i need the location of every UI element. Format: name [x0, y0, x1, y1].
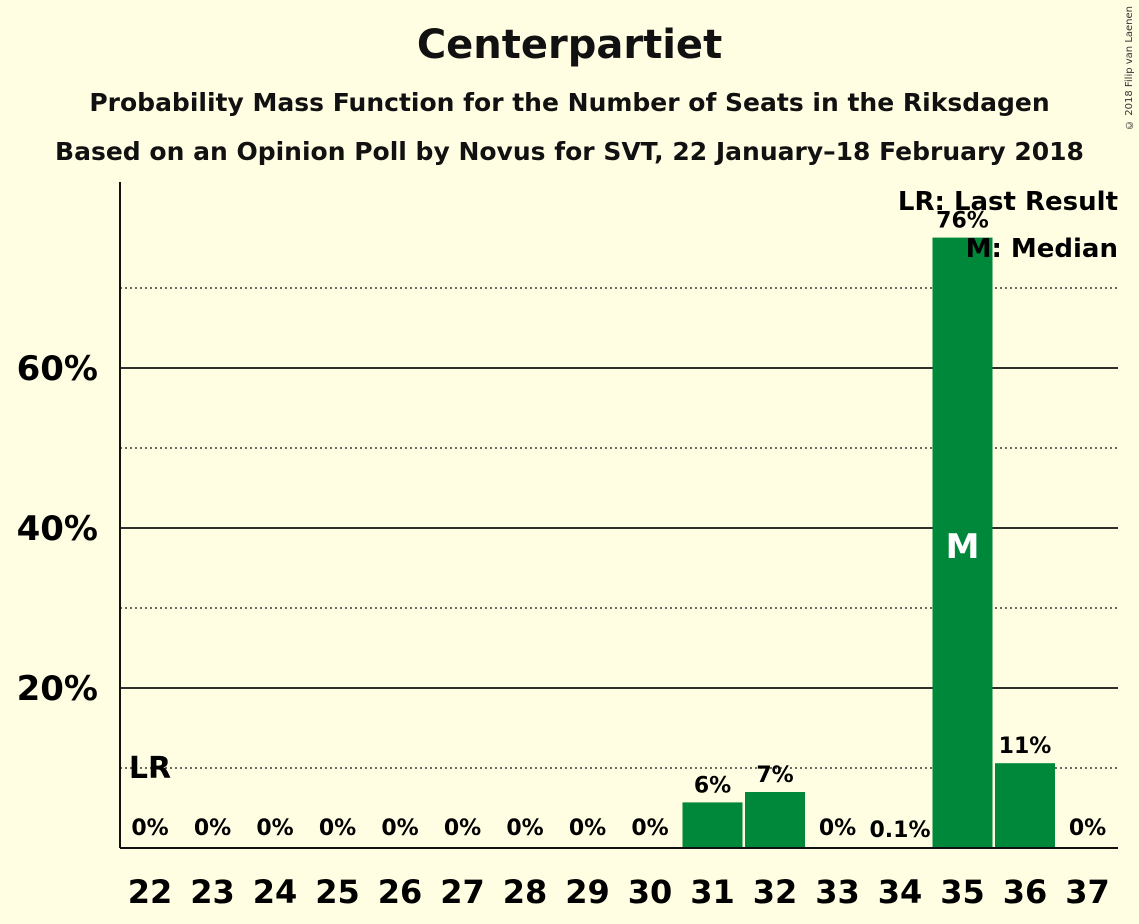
data-label: 7% — [756, 763, 793, 788]
bar — [995, 763, 1055, 848]
y-tick-label: 60% — [17, 349, 98, 389]
x-tick-label: 28 — [503, 873, 548, 911]
legend-median: M: Median — [966, 234, 1118, 264]
x-tick-label: 25 — [315, 873, 360, 911]
legend-last-result: LR: Last Result — [898, 187, 1118, 217]
data-label: 6% — [694, 773, 731, 798]
data-label: 76% — [936, 209, 989, 234]
data-label: 0.1% — [869, 818, 930, 843]
data-label: 0% — [569, 816, 606, 841]
data-label: 0% — [819, 816, 856, 841]
x-tick-label: 33 — [815, 873, 860, 911]
x-tick-label: 26 — [378, 873, 423, 911]
x-tick-label: 23 — [190, 873, 235, 911]
data-label: 0% — [631, 816, 668, 841]
x-tick-label: 31 — [690, 873, 735, 911]
data-label: 0% — [1069, 816, 1106, 841]
x-tick-label: 30 — [628, 873, 673, 911]
data-label: 11% — [999, 734, 1052, 759]
last-result-marker: LR — [129, 751, 171, 786]
data-label: 0% — [444, 816, 481, 841]
data-label: 0% — [381, 816, 418, 841]
x-tick-label: 27 — [440, 873, 485, 911]
y-tick-label: 20% — [17, 669, 98, 709]
x-tick-label: 29 — [565, 873, 610, 911]
x-tick-label: 35 — [940, 873, 985, 911]
data-label: 0% — [194, 816, 231, 841]
x-tick-label: 34 — [878, 873, 923, 911]
x-tick-label: 36 — [1003, 873, 1048, 911]
chart-subtitle: Probability Mass Function for the Number… — [89, 88, 1050, 117]
chart-source: Based on an Opinion Poll by Novus for SV… — [55, 137, 1084, 166]
bar — [682, 802, 743, 848]
chart-title: Centerpartiet — [416, 22, 723, 68]
data-label: 0% — [506, 816, 543, 841]
bar — [745, 792, 805, 848]
bar — [932, 237, 993, 849]
x-tick-label: 24 — [253, 873, 298, 911]
x-tick-label: 22 — [128, 873, 173, 911]
x-tick-label: 37 — [1065, 873, 1110, 911]
y-tick-label: 40% — [17, 509, 98, 549]
data-label: 0% — [256, 816, 293, 841]
data-label: 0% — [131, 816, 168, 841]
median-marker: M — [946, 527, 980, 567]
x-tick-label: 32 — [753, 873, 798, 911]
data-label: 0% — [319, 816, 356, 841]
